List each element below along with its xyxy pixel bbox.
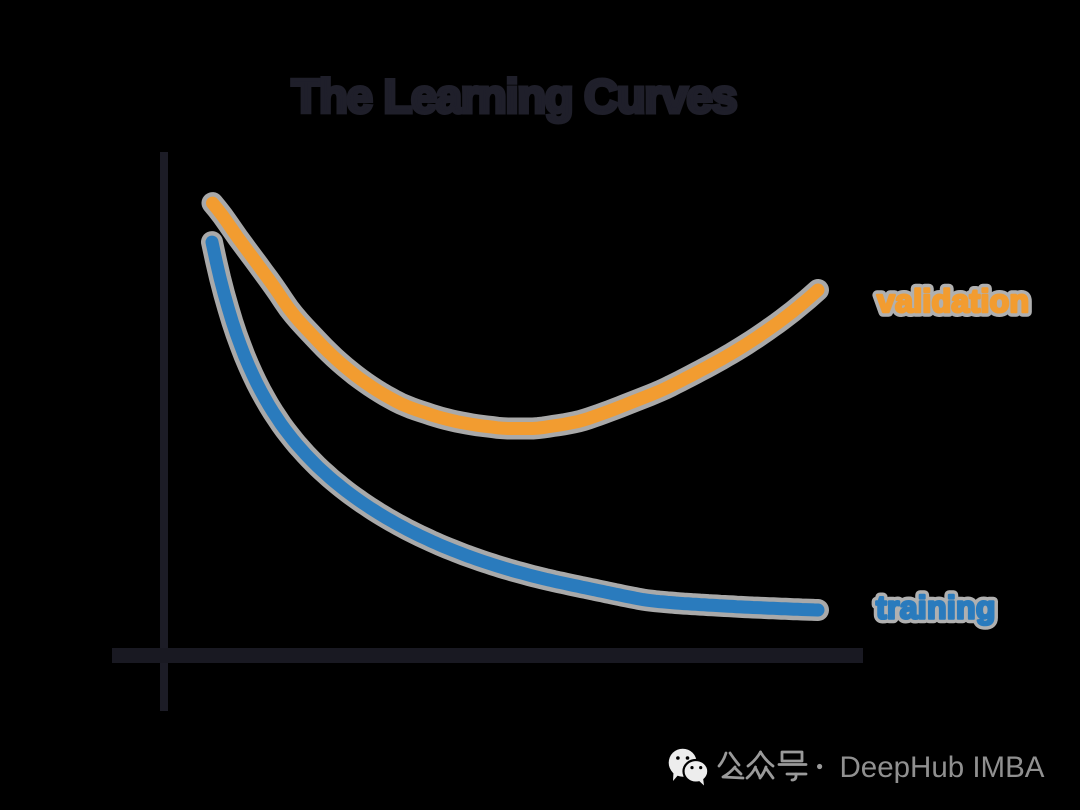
- svg-text:The Learning Curves: The Learning Curves: [292, 70, 737, 123]
- svg-text:training: training: [876, 590, 996, 626]
- svg-text:DeepHub IMBA: DeepHub IMBA: [840, 751, 1045, 784]
- svg-text:validation: validation: [877, 283, 1029, 319]
- svg-text:training: training: [876, 590, 996, 626]
- svg-text:validation: validation: [877, 283, 1029, 319]
